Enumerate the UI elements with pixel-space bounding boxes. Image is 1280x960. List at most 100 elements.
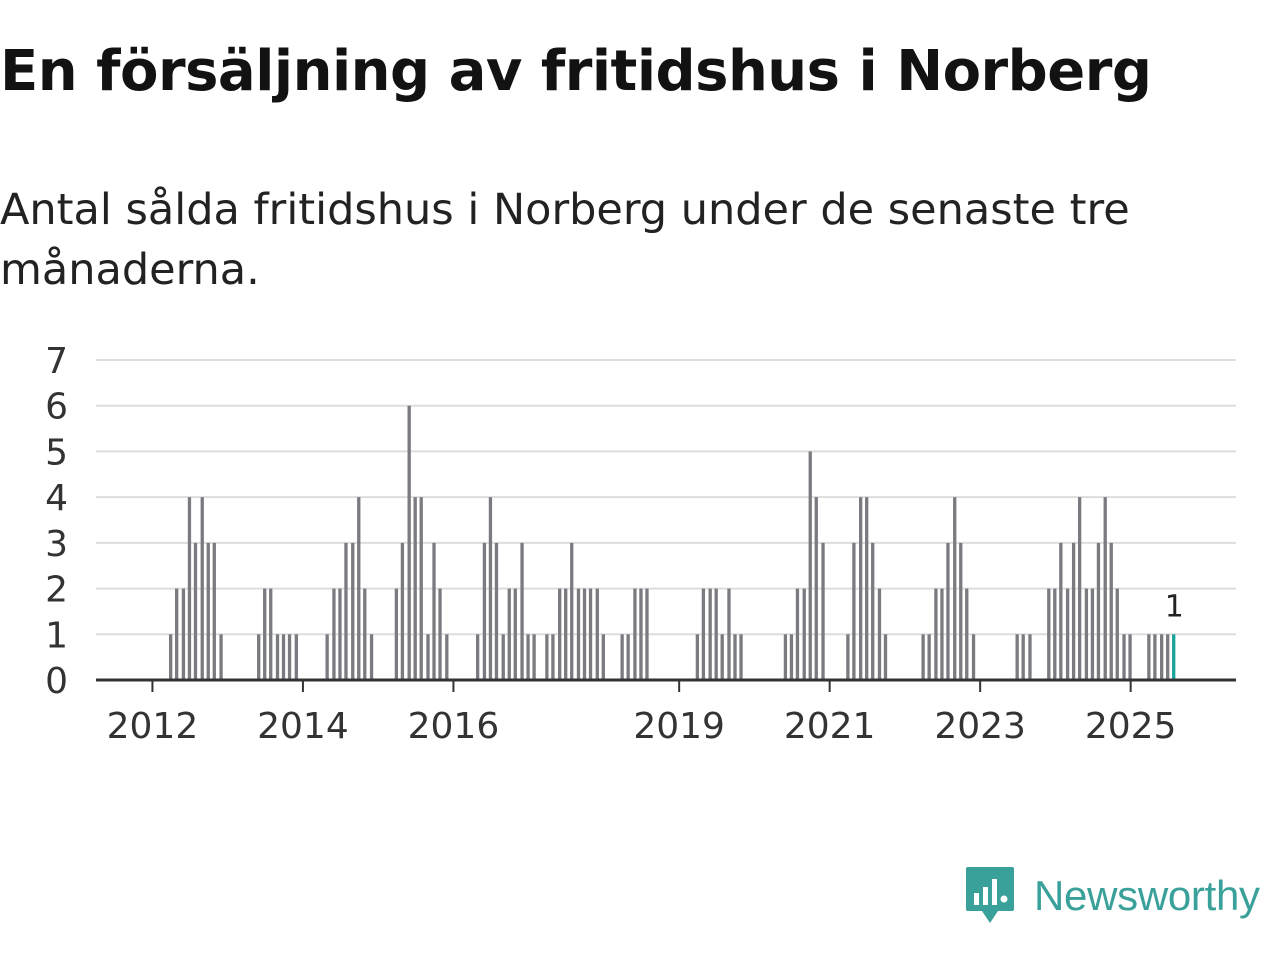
bar-87 <box>965 588 969 680</box>
bar-71 <box>814 497 818 680</box>
bar-95 <box>1065 588 1070 680</box>
bar-1 <box>175 588 179 680</box>
newsworthy-logo-text: Newsworthy <box>1034 872 1260 919</box>
bar-86 <box>959 542 963 680</box>
bar-80 <box>921 634 925 680</box>
bar-62 <box>720 634 724 680</box>
bar-32 <box>445 634 449 680</box>
bar-latest <box>1172 634 1176 680</box>
x-tick-label-2016: 2016 <box>408 706 500 747</box>
bar-6 <box>206 542 210 680</box>
bar-89 <box>1015 634 1019 680</box>
bar-67 <box>789 634 794 680</box>
y-tick-label-5: 5 <box>45 432 68 473</box>
bar-78 <box>877 588 882 680</box>
bar-64 <box>733 634 737 680</box>
bar-18 <box>338 588 342 680</box>
bar-106 <box>1147 634 1151 680</box>
bar-24 <box>394 588 399 680</box>
bars <box>168 405 1176 680</box>
bar-54 <box>626 634 630 680</box>
bar-48 <box>576 588 581 680</box>
x-tick-label-2023: 2023 <box>934 706 1026 747</box>
bar-108 <box>1160 634 1164 680</box>
bar-63 <box>727 588 731 680</box>
bar-72 <box>821 542 825 680</box>
bar-102 <box>1109 542 1113 680</box>
bar-29 <box>426 634 430 680</box>
bar-23 <box>369 634 374 680</box>
bar-105 <box>1128 634 1132 680</box>
bar-73 <box>846 634 850 680</box>
x-tick-label-2025: 2025 <box>1085 706 1177 747</box>
bar-25 <box>400 542 405 680</box>
bar-20 <box>351 542 355 680</box>
bar-45 <box>558 588 562 680</box>
bar-30 <box>432 542 436 680</box>
bar-81 <box>927 634 931 680</box>
bar-17 <box>332 588 336 680</box>
y-tick-label-2: 2 <box>45 570 68 611</box>
bar-22 <box>363 588 367 680</box>
y-tick-label-6: 6 <box>45 387 68 428</box>
bar-47 <box>570 542 574 680</box>
bar-4 <box>193 542 198 680</box>
bar-93 <box>1053 588 1057 680</box>
bar-58 <box>695 634 700 680</box>
bar-42 <box>532 634 536 680</box>
bar-8 <box>219 634 223 680</box>
bar-49 <box>582 588 587 680</box>
bar-28 <box>419 497 423 680</box>
bar-92 <box>1047 588 1051 680</box>
bar-40 <box>520 542 524 680</box>
bar-5 <box>200 497 204 680</box>
x-axis-tick-labels: 2012 2014 2016 2019 2021 2023 2025 <box>107 706 1177 747</box>
bar-2 <box>181 588 186 680</box>
bar-88 <box>971 634 976 680</box>
bar-75 <box>859 497 863 680</box>
bar-13 <box>281 634 286 680</box>
bar-55 <box>633 588 637 680</box>
bar-98 <box>1084 588 1089 680</box>
x-tick-label-2019: 2019 <box>633 706 725 747</box>
bar-43 <box>545 634 549 680</box>
annotations: 1 <box>1165 589 1184 624</box>
bar-26 <box>407 405 411 680</box>
bar-82 <box>934 588 938 680</box>
bar-103 <box>1115 588 1119 680</box>
bar-96 <box>1071 542 1076 680</box>
bar-7 <box>212 542 216 680</box>
chart-title: En försäljning av fritidshus i Norberg <box>0 39 1152 104</box>
bar-39 <box>513 588 517 680</box>
y-tick-label-7: 7 <box>45 341 68 382</box>
bar-107 <box>1153 634 1157 680</box>
latest-value-label: 1 <box>1165 589 1184 624</box>
bar-51 <box>595 588 599 680</box>
bar-79 <box>883 634 888 680</box>
chart-subtitle: Antal sålda fritidshus i Norberg under d… <box>0 185 1130 295</box>
bar-66 <box>783 634 788 680</box>
bar-10 <box>263 588 267 680</box>
bar-97 <box>1077 497 1082 680</box>
bar-53 <box>620 634 624 680</box>
bar-41 <box>526 634 530 680</box>
bar-90 <box>1021 634 1025 680</box>
bar-50 <box>588 588 593 680</box>
bar-33 <box>476 634 480 680</box>
bar-14 <box>287 634 292 680</box>
bar-11 <box>269 588 273 680</box>
x-tick-label-2014: 2014 <box>257 706 349 747</box>
bar-84 <box>946 542 950 680</box>
bar-76 <box>865 497 869 680</box>
bar-36 <box>494 542 499 680</box>
bar-104 <box>1122 634 1126 680</box>
bar-91 <box>1028 634 1032 680</box>
x-tick-label-2012: 2012 <box>107 706 199 747</box>
bar-100 <box>1096 542 1101 680</box>
bar-101 <box>1103 497 1107 680</box>
bar-21 <box>357 497 361 680</box>
bar-34 <box>482 542 487 680</box>
bar-52 <box>601 634 605 680</box>
